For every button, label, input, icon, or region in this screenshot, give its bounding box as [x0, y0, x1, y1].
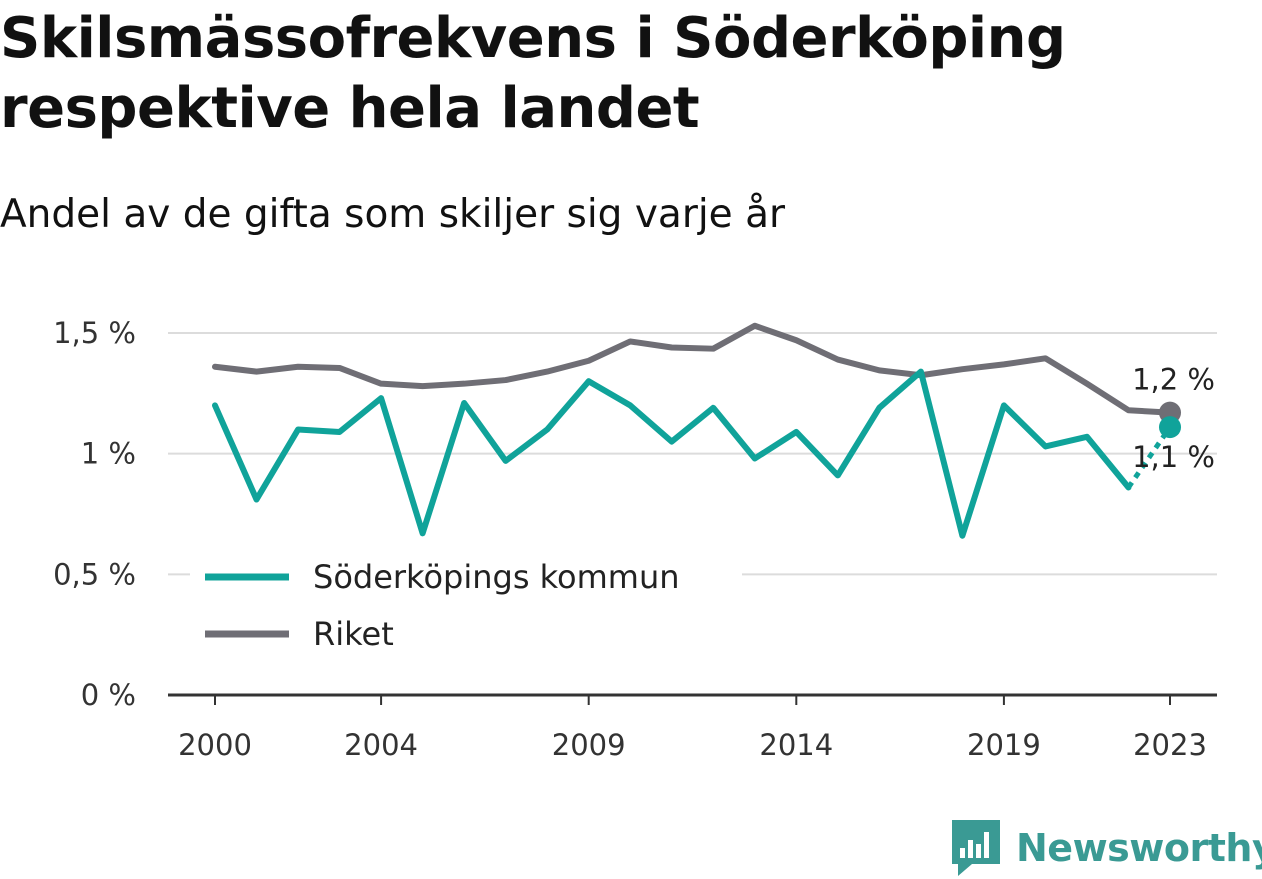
y-tick-label: 0 % — [81, 678, 136, 712]
x-tick-label: 2019 — [967, 728, 1041, 762]
series-end-label: 1,1 % — [1132, 440, 1215, 474]
series-line — [212, 322, 1173, 416]
y-tick-label: 1 % — [81, 437, 136, 471]
x-tick-label: 2004 — [344, 728, 418, 762]
newsworthy-logo: Newsworthy — [950, 818, 1262, 878]
chart-title: Skilsmässofrekvens i Söderköping respekt… — [0, 6, 1066, 141]
x-tick-label: 2000 — [178, 728, 252, 762]
chart-subtitle: Andel av de gifta som skiljer sig varje … — [0, 192, 786, 237]
x-tick-label: 2023 — [1133, 728, 1207, 762]
series-lines — [212, 322, 1181, 539]
series-projected-segment — [1126, 425, 1173, 489]
y-tick-label: 1,5 % — [53, 316, 136, 350]
legend: Söderköpings kommun Riket — [190, 548, 742, 668]
bar-chart-speech-bubble-icon — [952, 820, 1000, 876]
legend-label: Riket — [313, 615, 394, 653]
legend-background — [190, 548, 742, 668]
legend-label: Söderköpings kommun — [313, 558, 680, 596]
axes: 0 % 0,5 % 1 % 1,5 % 2000 2004 2009 2014 2019 2023 — [53, 316, 1217, 762]
series-endpoint — [1159, 416, 1181, 439]
end-labels: 1,1 % 1,2 % — [1132, 363, 1215, 474]
x-tick-label: 2014 — [759, 728, 833, 762]
series-line — [212, 368, 1132, 539]
brand-name: Newsworthy — [1016, 826, 1262, 870]
series-end-label: 1,2 % — [1132, 363, 1215, 397]
x-tick-label: 2009 — [552, 728, 626, 762]
y-tick-label: 0,5 % — [53, 557, 136, 591]
